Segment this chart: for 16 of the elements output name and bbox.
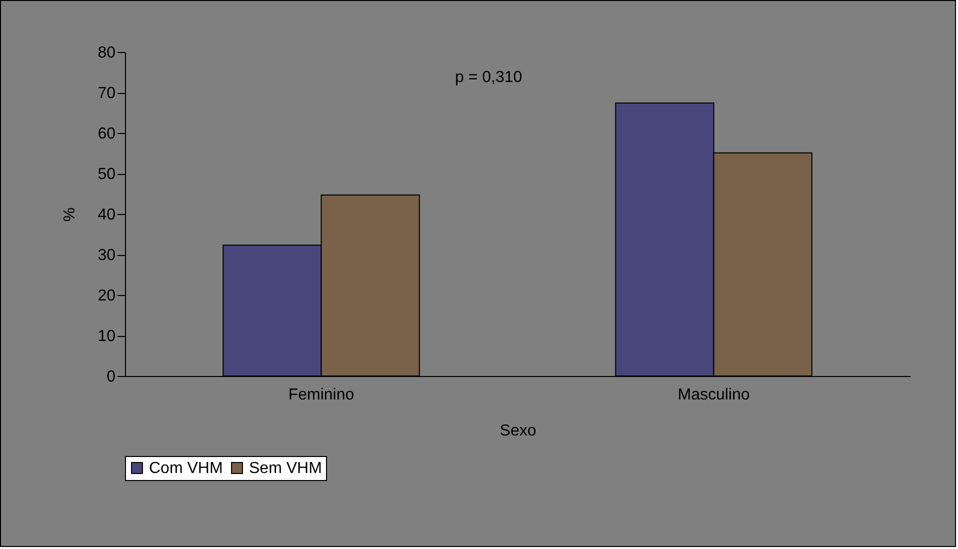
x-tick-label: Feminino — [288, 386, 354, 404]
x-tick-label: Masculino — [678, 386, 750, 404]
y-tick-label: 70 — [98, 85, 116, 102]
y-tick-label: 80 — [98, 44, 116, 62]
legend-label: Sem VHM — [249, 460, 322, 477]
annotation: p = 0,310 — [455, 69, 522, 86]
y-axis-title: % — [62, 207, 79, 222]
y-tick-label: 10 — [98, 328, 116, 345]
y-tick-label: 50 — [98, 166, 116, 183]
legend-label: Com VHM — [149, 460, 223, 477]
y-tick-label: 60 — [98, 126, 116, 142]
y-tick-label: 30 — [98, 247, 116, 264]
y-tick-label: 0 — [106, 368, 116, 386]
x-axis-title: Sexo — [500, 422, 536, 440]
y-tick-label: 40 — [98, 206, 116, 224]
y-tick-label: 20 — [98, 288, 116, 304]
